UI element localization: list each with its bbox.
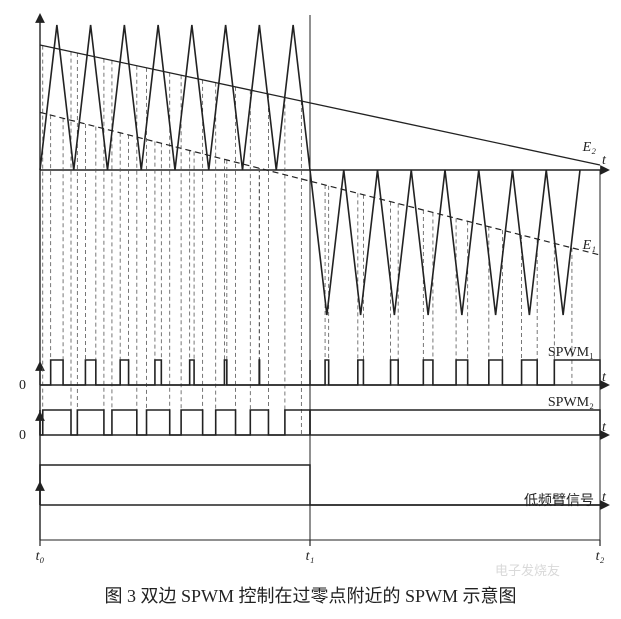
spwm2-right <box>310 410 600 435</box>
svg-text:E₁: E₁ <box>582 238 596 253</box>
svg-text:t₁: t₁ <box>306 549 315 564</box>
figure-3: t t t t E₂ E₁ SPWM₁ SPWM₂ 低频臂信号 0 0 t₀ t₁ t₂ 图 3 双边 S… <box>0 0 621 619</box>
svg-text:t₀: t₀ <box>36 549 45 564</box>
svg-text:E₂: E₂ <box>582 140 597 155</box>
diagram-svg: t t t t E₂ E₁ SPWM₁ SPWM₂ 低频臂信号 0 0 t₀ t₁ t₂ <box>5 5 616 565</box>
svg-text:SPWM₂: SPWM₂ <box>548 395 594 410</box>
svg-text:t: t <box>602 153 607 168</box>
spwm1-left <box>40 360 310 385</box>
svg-text:0: 0 <box>19 378 26 393</box>
watermark-text: 电子发烧友 <box>495 560 560 579</box>
ref-line-E2 <box>40 45 600 165</box>
figure-caption: 图 3 双边 SPWM 控制在过零点附近的 SPWM 示意图 <box>0 582 621 608</box>
svg-text:0: 0 <box>19 428 26 443</box>
svg-text:低频臂信号: 低频臂信号 <box>524 493 594 509</box>
carrier-triangles-top <box>40 25 310 170</box>
svg-text:t: t <box>602 420 607 435</box>
spwm1-right <box>310 360 600 385</box>
svg-text:t₂: t₂ <box>596 549 605 564</box>
svg-text:SPWM₁: SPWM₁ <box>548 345 594 360</box>
lowfreq-arm-signal <box>40 465 600 505</box>
svg-text:t: t <box>602 370 607 385</box>
ref-line-E1 <box>40 112 600 255</box>
spwm2-left <box>40 410 310 435</box>
svg-text:t: t <box>602 490 607 505</box>
